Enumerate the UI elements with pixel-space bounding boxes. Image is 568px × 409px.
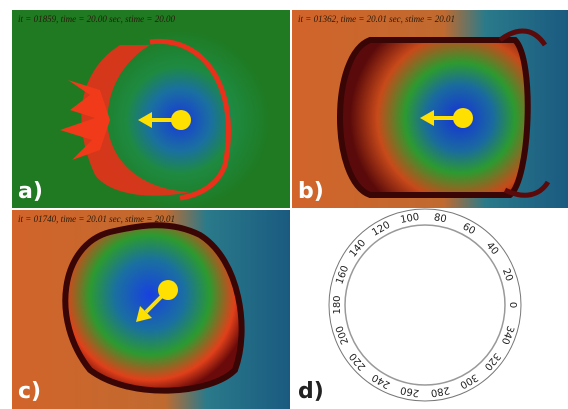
panel-a: it = 01859, time = 20.00 sec, stime = 20…: [12, 10, 290, 208]
panel-label: b): [298, 179, 324, 204]
panel-label: c): [18, 379, 41, 404]
dial-label: 300: [458, 371, 480, 390]
dial-inner: [345, 225, 505, 385]
panel-label: a): [18, 179, 43, 204]
panel-label: d): [298, 379, 324, 404]
panel-header: it = 01740, time = 20.01 sec, stime = 20…: [18, 214, 175, 224]
panel-c: it = 01740, time = 20.01 sec, stime = 20…: [12, 210, 290, 409]
dial-label: 140: [348, 238, 369, 260]
dial-label: 240: [370, 371, 392, 390]
dial-label: 320: [482, 350, 503, 372]
dial-label: 120: [370, 220, 392, 239]
arrow-ball: [453, 108, 473, 128]
dial-label: 100: [399, 212, 420, 226]
dial-label: 80: [433, 212, 447, 225]
arrow-ball: [158, 280, 178, 300]
cavity: [65, 225, 241, 390]
dial-label: 0: [507, 302, 518, 308]
dial-outer: [329, 209, 521, 401]
dial-label: 260: [399, 384, 420, 398]
arrow-ball: [171, 110, 191, 130]
dial-label: 20: [500, 267, 515, 283]
panel-b: it = 01362, time = 20.01 sec, stime = 20…: [292, 10, 568, 208]
dial-label: 180: [332, 295, 343, 314]
dial-label: 220: [348, 350, 369, 372]
panel-header: it = 01859, time = 20.00 sec, stime = 20…: [18, 14, 175, 24]
figure: it = 01859, time = 20.00 sec, stime = 20…: [0, 0, 568, 409]
dial-label: 280: [430, 384, 451, 398]
panel-header: it = 01362, time = 20.01 sec, stime = 20…: [298, 14, 455, 24]
